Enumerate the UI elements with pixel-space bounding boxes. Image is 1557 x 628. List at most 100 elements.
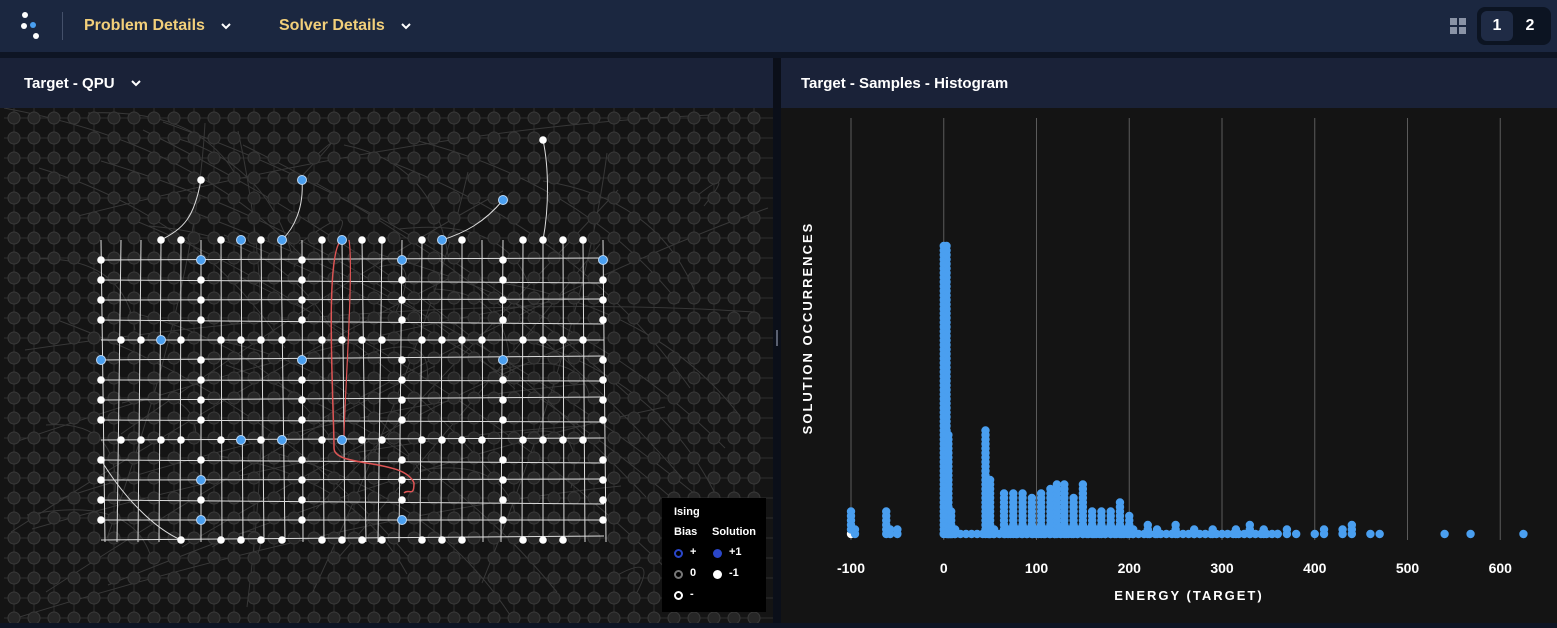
data-point <box>1171 520 1180 530</box>
qubit-node <box>559 236 567 244</box>
problem-details-label: Problem Details <box>84 17 205 34</box>
data-point <box>1338 525 1347 534</box>
bias-minus-icon <box>674 591 683 600</box>
qubit-node <box>559 436 567 444</box>
qubit-node <box>257 536 265 544</box>
histogram-chart[interactable]: -100 0 100 200 300 400 500 600 ENERGY (TARGET) … <box>781 108 1557 623</box>
data-point <box>981 426 990 435</box>
qubit-node <box>177 436 185 444</box>
data-point <box>1009 489 1018 498</box>
qubit-node <box>559 536 567 544</box>
qubit-node <box>519 436 527 444</box>
data-point <box>886 525 895 534</box>
qubit-node <box>398 356 406 364</box>
qubit-node <box>137 436 145 444</box>
solver-details-menu[interactable]: Solver Details <box>279 0 413 52</box>
qubit-node <box>157 236 165 244</box>
qpu-panel-header[interactable]: Target - QPU <box>0 58 773 108</box>
logo-separator <box>62 12 63 40</box>
solution-minus-label: -1 <box>729 567 739 579</box>
qubit-node <box>237 536 245 544</box>
layout-grid-icon[interactable] <box>1449 17 1467 35</box>
qubit-node <box>418 236 426 244</box>
problem-details-menu[interactable]: Problem Details <box>84 0 233 52</box>
qubit-node <box>418 336 426 344</box>
qpu-graph-canvas[interactable] <box>4 108 773 623</box>
qubit-node <box>398 376 406 384</box>
qubit-node <box>478 436 486 444</box>
qubit-node <box>237 336 245 344</box>
qubit-node <box>97 516 105 524</box>
qubit-node <box>499 276 507 284</box>
qubit-node <box>297 355 307 365</box>
qubit-node <box>599 376 607 384</box>
qubit-node <box>97 276 105 284</box>
legend-bias-header: Bias <box>674 526 698 538</box>
qubit-node <box>298 376 306 384</box>
qubit-node <box>438 436 446 444</box>
qubit-node <box>97 496 105 504</box>
qubit-node <box>599 296 607 304</box>
qubit-node <box>599 456 607 464</box>
x-tick-label: 300 <box>1210 560 1234 576</box>
qubit-node <box>358 536 366 544</box>
qubit-node <box>217 536 225 544</box>
x-tick-label: 500 <box>1396 560 1420 576</box>
qubit-node <box>398 276 406 284</box>
qubit-node <box>437 235 447 245</box>
qubit-node <box>97 316 105 324</box>
app-logo-icon[interactable] <box>18 10 48 42</box>
data-point <box>1282 525 1292 534</box>
qubit-node <box>278 336 286 344</box>
data-point <box>893 525 902 534</box>
qubit-node <box>499 396 507 404</box>
qubit-node <box>318 336 326 344</box>
chevron-down-icon <box>401 23 411 30</box>
qubit-node <box>458 336 466 344</box>
qpu-graph[interactable] <box>4 108 773 623</box>
qubit-node <box>298 416 306 424</box>
qubit-node <box>579 236 587 244</box>
qubit-node <box>519 536 527 544</box>
qubit-node <box>197 316 205 324</box>
qubit-node <box>217 336 225 344</box>
qubit-node <box>156 335 166 345</box>
qubit-node <box>197 416 205 424</box>
data-point <box>1069 493 1078 503</box>
data-point <box>1319 525 1329 534</box>
qubit-node <box>599 316 607 324</box>
qubit-node <box>599 516 607 524</box>
qubit-node <box>97 476 105 484</box>
qubit-node <box>499 476 507 484</box>
qubit-node <box>338 336 346 344</box>
qubit-node <box>197 176 205 184</box>
qubit-node <box>277 435 287 445</box>
qubit-node <box>298 456 306 464</box>
qubit-node <box>438 336 446 344</box>
qubit-node <box>217 436 225 444</box>
qubit-node <box>499 416 507 424</box>
page-1-button[interactable]: 1 <box>1481 11 1513 41</box>
histogram-panel: Target - Samples - Histogram <box>781 58 1557 623</box>
data-point <box>944 430 953 440</box>
qubit-node <box>96 355 106 365</box>
qubit-node <box>338 536 346 544</box>
qubit-node <box>499 296 507 304</box>
qubit-node <box>117 436 125 444</box>
qubit-node <box>539 136 547 144</box>
histogram-canvas[interactable]: -100 0 100 200 300 400 500 600 ENERGY (TARGET) … <box>781 108 1557 623</box>
qubit-node <box>499 316 507 324</box>
chevron-down-icon[interactable] <box>129 76 143 90</box>
data-point <box>1347 520 1357 530</box>
qubit-node <box>458 536 466 544</box>
qubit-node <box>217 236 225 244</box>
bias-zero-icon <box>674 570 683 579</box>
data-point <box>1027 493 1037 503</box>
qubit-node <box>519 336 527 344</box>
resize-handle[interactable] <box>776 330 778 346</box>
qubit-node <box>298 496 306 504</box>
qubit-node <box>257 436 265 444</box>
y-axis-label: SOLUTION OCCURRENCES <box>800 222 815 435</box>
page-2-button[interactable]: 2 <box>1525 17 1535 34</box>
qubit-node <box>196 475 206 485</box>
